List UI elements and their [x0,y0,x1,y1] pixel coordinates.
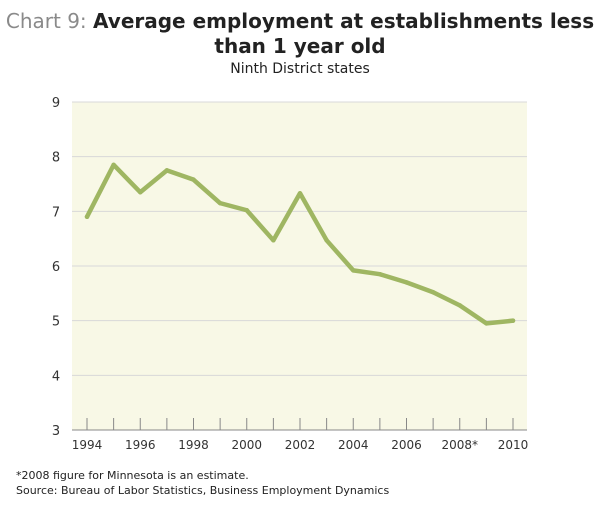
chart-notes: *2008 figure for Minnesota is an estimat… [16,468,389,498]
x-tick-label: 1994 [72,438,103,452]
data-point [164,168,170,173]
series-layer [84,162,516,326]
y-tick-label: 3 [52,424,60,439]
y-tick-label: 8 [52,151,60,166]
x-tick-label: 2008* [441,438,478,452]
data-point [324,238,329,243]
data-point [510,318,516,323]
x-tick-label: 2004 [338,438,369,452]
x-tick-label: 2000 [231,438,262,452]
data-point [191,177,196,182]
chart-title-line-1: Average employment at establishments les… [93,9,595,33]
chart-title-line-2: than 1 year old [214,34,386,58]
x-tick-label: 2006 [391,438,422,452]
x-tick-label: 1996 [125,438,156,452]
y-tick-label: 5 [52,315,60,330]
y-axis: 3 4 5 6 7 8 9 [52,96,60,439]
data-point [457,303,462,308]
y-tick-label: 6 [52,260,60,275]
x-tick-label: 2002 [285,438,316,452]
data-point [271,238,276,243]
data-point [244,208,249,213]
chart-title: Chart 9: Average employment at establish… [0,8,600,34]
source-note: Source: Bureau of Labor Statistics, Busi… [16,484,390,497]
data-point [377,272,383,277]
chart-subtitle: Ninth District states [230,61,370,77]
y-tick-label: 7 [52,205,60,220]
x-tick-label: 2010 [498,438,529,452]
data-point [404,280,409,285]
footnote: *2008 figure for Minnesota is an estimat… [16,469,249,482]
data-point [351,268,356,273]
gridlines [72,101,527,376]
x-tick-label: 1998 [178,438,209,452]
chart-number: Chart 9: [5,9,87,33]
data-point [111,162,116,168]
data-point [138,190,143,195]
data-point [84,214,90,219]
data-point [430,290,436,295]
data-point [217,200,223,206]
y-tick-label: 4 [52,369,60,384]
chart-title-block: Chart 9: Average employment at establish… [0,8,600,80]
data-point [484,321,489,326]
data-point [297,191,303,196]
x-axis: 1994 1996 1998 2000 2002 2004 2006 2008* 2010 [72,418,529,452]
y-tick-label: 9 [52,96,60,111]
